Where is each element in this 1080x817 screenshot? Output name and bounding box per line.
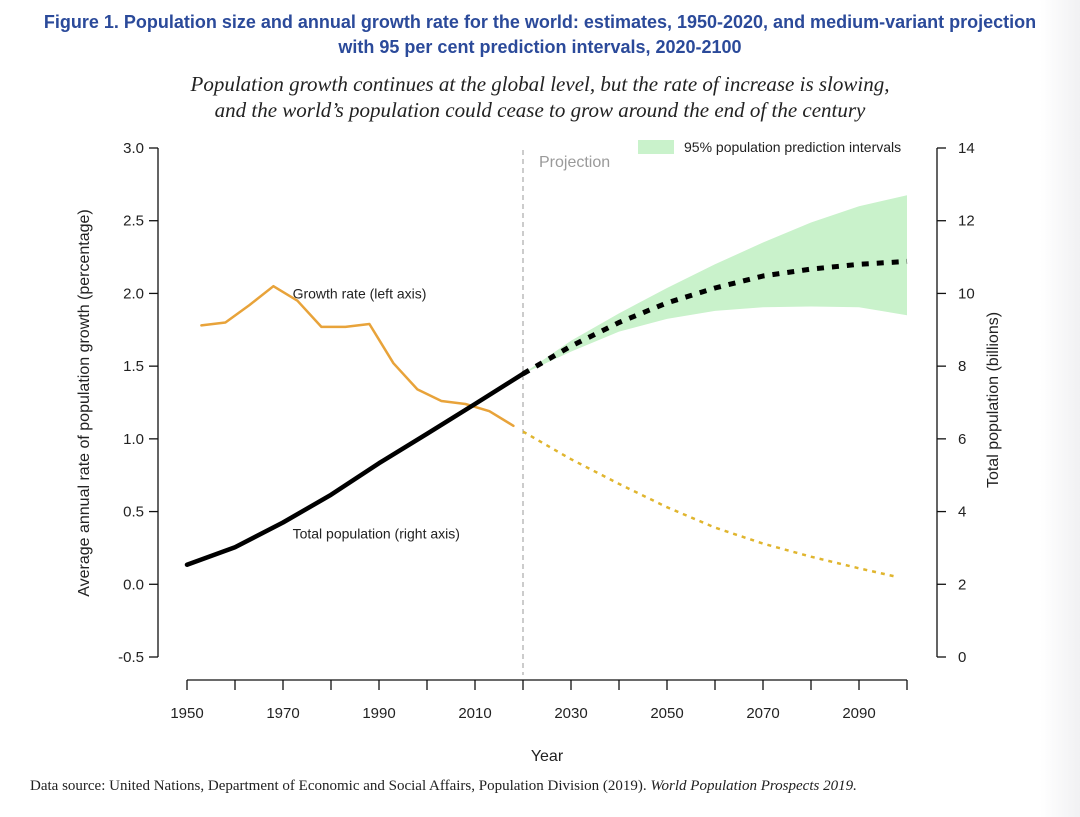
right-axis-tick-label: 8 (958, 358, 966, 375)
right-axis-title: Total population (billions) (985, 312, 1002, 488)
page-edge-shade (1040, 0, 1080, 817)
right-axis-tick-label: 0 (958, 649, 966, 666)
left-axis-tick-label: 1.5 (123, 358, 144, 375)
figure-title-line-2: with 95 per cent prediction intervals, 2… (338, 37, 742, 57)
legend-label: 95% population prediction intervals (684, 139, 901, 155)
projection-label: Projection (539, 154, 610, 171)
figure-subtitle-line-2: and the world’s population could cease t… (214, 98, 866, 122)
left-axis-tick-label: -0.5 (118, 649, 144, 666)
prediction-interval-band (523, 195, 907, 374)
labels-layer: 3.0 2.5 2.0 1.5 1.0 0.5 0.0 -0.5 14 12 10 8 6 4 2 0 1950… (76, 139, 1002, 765)
left-axis-tick-label: 0.5 (123, 504, 144, 521)
x-axis-tick-label: 2050 (650, 705, 683, 722)
right-axis-tick-label: 2 (958, 576, 966, 593)
right-axis-tick-label: 14 (958, 140, 975, 157)
growth-rate-annotation: Growth rate (left axis) (293, 285, 427, 301)
data-source-publication: World Population Prospects 2019. (650, 778, 857, 794)
figure-title-line-1: Figure 1. Population size and annual gro… (43, 12, 1037, 32)
growth-estimate-line (200, 284, 515, 428)
total-population-annotation: Total population (right axis) (293, 525, 460, 541)
x-axis-tick-label: 1950 (170, 705, 203, 722)
right-axis-tick-label: 4 (958, 504, 966, 521)
population-projection-line (521, 258, 908, 376)
axes-layer (149, 147, 946, 690)
figure-subtitle: Population growth continues at the globa… (0, 71, 1080, 123)
x-axis-tick-label: 2030 (554, 705, 587, 722)
x-axis-tick-label: 2010 (458, 705, 491, 722)
left-axis-title: Average annual rate of population growth… (76, 209, 93, 597)
left-axis-tick-label: 0.0 (123, 576, 144, 593)
legend-swatch (638, 140, 674, 154)
figure-title: Figure 1. Population size and annual gro… (0, 10, 1080, 60)
growth-projection-line (522, 430, 898, 579)
right-axis-tick-label: 12 (958, 213, 975, 230)
x-axis-tick-label: 2090 (842, 705, 875, 722)
prediction-interval-layer (523, 195, 907, 374)
left-axis-tick-label: 2.5 (123, 213, 144, 230)
population-estimate-line (184, 371, 526, 567)
right-axis-tick-label: 10 (958, 285, 975, 302)
figure-subtitle-line-1: Population growth continues at the globa… (190, 72, 890, 96)
right-axis-tick-label: 6 (958, 431, 966, 448)
x-axis-title: Year (531, 748, 564, 765)
data-source-text: Data source: United Nations, Department … (30, 778, 647, 794)
data-source-note: Data source: United Nations, Department … (30, 778, 1060, 795)
x-axis-tick-label: 1990 (362, 705, 395, 722)
left-axis-tick-label: 3.0 (123, 140, 144, 157)
x-axis-tick-label: 1970 (266, 705, 299, 722)
x-axis-tick-label: 2070 (746, 705, 779, 722)
left-axis-tick-label: 1.0 (123, 431, 144, 448)
left-axis-tick-label: 2.0 (123, 285, 144, 302)
series-layer (184, 150, 908, 675)
